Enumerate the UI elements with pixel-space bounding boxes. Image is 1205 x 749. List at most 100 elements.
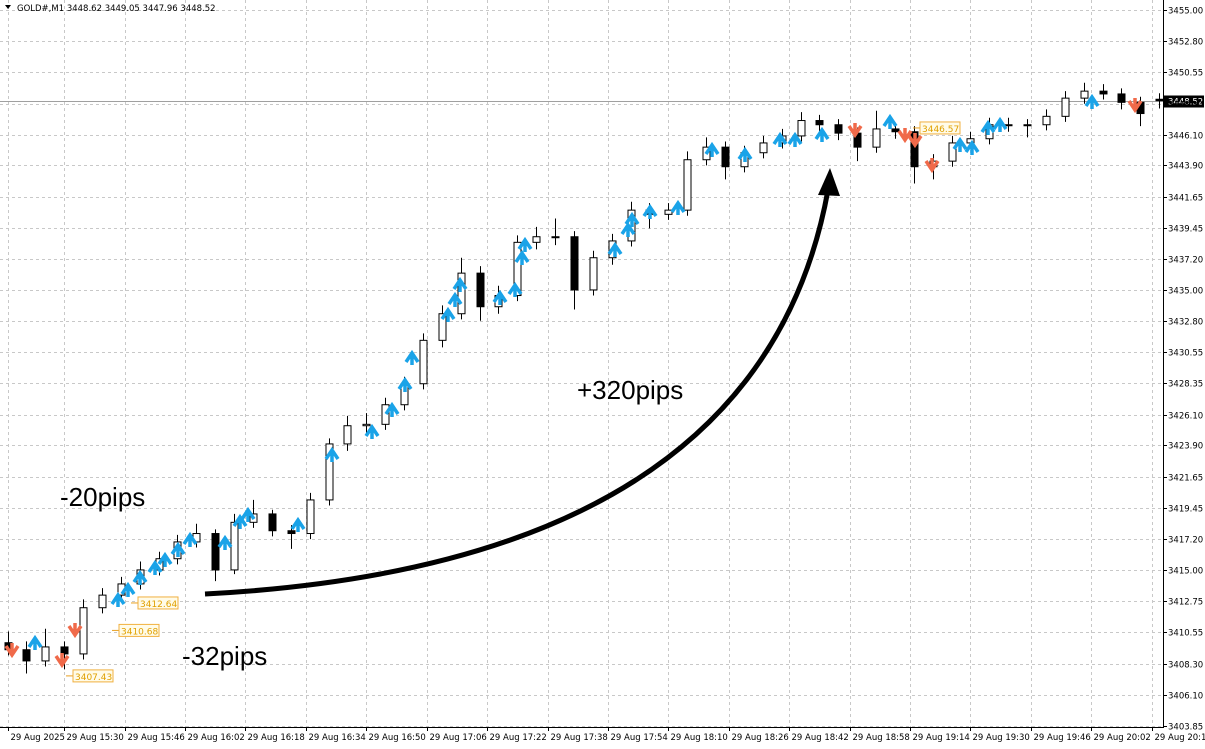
price-label-box bbox=[72, 669, 114, 683]
buy-signal bbox=[952, 136, 968, 152]
big-arrow bbox=[204, 189, 831, 597]
buy-signal bbox=[157, 551, 173, 567]
overlay: 3412.64 3410.68 3407.43 3446.57 3448.52 bbox=[66, 95, 1204, 683]
buy-signal bbox=[232, 513, 248, 529]
buy-signal bbox=[404, 349, 420, 365]
y-tick-label: 3452.80 bbox=[1168, 38, 1203, 48]
price-label: 3446.57 bbox=[922, 125, 959, 135]
buy-signal bbox=[324, 446, 340, 462]
candle-body bbox=[476, 272, 485, 308]
y-tick-label: 3446.10 bbox=[1168, 132, 1203, 142]
candle-body bbox=[1042, 115, 1051, 126]
candle-body bbox=[891, 128, 900, 133]
sell-signal bbox=[4, 643, 20, 659]
x-tick-label: 29 Aug 20:18 bbox=[1155, 733, 1205, 743]
y-tick-label: 3441.65 bbox=[1168, 194, 1203, 204]
candle-body bbox=[1099, 90, 1108, 95]
candle-body bbox=[325, 443, 334, 501]
candle-body bbox=[1080, 90, 1089, 99]
sell-signal bbox=[1127, 98, 1143, 114]
buy-signal bbox=[132, 569, 148, 585]
x-tick-label: 29 Aug 17:22 bbox=[490, 733, 547, 743]
symbol: GOLD#,M1 bbox=[17, 4, 64, 14]
buy-signal bbox=[507, 281, 523, 297]
x-tick-label: 29 Aug 17:54 bbox=[611, 733, 668, 743]
y-tick-label: 3412.75 bbox=[1168, 598, 1203, 608]
y-tick-label: 3406.10 bbox=[1168, 692, 1203, 702]
y-tick-label: 3426.10 bbox=[1168, 412, 1203, 422]
buy-signal bbox=[492, 289, 508, 305]
annotation: -20pips bbox=[60, 482, 145, 512]
y-tick-label: 3443.90 bbox=[1168, 162, 1203, 172]
y-tick-label: 3455.00 bbox=[1168, 7, 1203, 17]
candle-body bbox=[797, 120, 806, 137]
x-tick-label: 29 Aug 17:38 bbox=[551, 733, 608, 743]
big-arrow-head bbox=[818, 168, 840, 196]
x-tick-label: 29 Aug 19:46 bbox=[1034, 733, 1091, 743]
x-tick-label: 29 Aug 18:26 bbox=[732, 733, 789, 743]
buy-signal bbox=[170, 541, 186, 557]
header-open: 3448.62 bbox=[67, 4, 102, 14]
y-tick-label: 3417.20 bbox=[1168, 536, 1203, 546]
buy-signal bbox=[440, 306, 456, 322]
candle-body bbox=[1061, 97, 1070, 117]
annotation: -32pips bbox=[182, 641, 267, 671]
buy-signal bbox=[737, 146, 753, 162]
candle-body bbox=[98, 594, 107, 609]
buy-signal bbox=[182, 531, 198, 547]
y-tick-label: 3439.45 bbox=[1168, 225, 1203, 235]
candle-body bbox=[362, 423, 371, 427]
x-tick-label: 29 Aug 15:46 bbox=[128, 733, 185, 743]
candle-body bbox=[683, 159, 692, 211]
buy-signal bbox=[517, 236, 533, 252]
x-tick-label: 29 Aug 16:50 bbox=[369, 733, 426, 743]
sell-signal bbox=[924, 158, 940, 174]
buy-signal bbox=[1084, 93, 1100, 109]
candle-body bbox=[532, 236, 541, 243]
buy-signal bbox=[452, 276, 468, 292]
buy-signal bbox=[447, 291, 463, 307]
sell-signal bbox=[54, 653, 70, 669]
buy-signal bbox=[624, 211, 640, 227]
grid bbox=[0, 0, 1163, 727]
header-close: 3448.52 bbox=[180, 4, 215, 14]
candle-body bbox=[438, 313, 447, 341]
y-tick-label: 3408.30 bbox=[1168, 661, 1203, 671]
y-tick-label: 3410.55 bbox=[1168, 629, 1203, 639]
candle-body bbox=[589, 257, 598, 291]
candle-body bbox=[1023, 124, 1032, 127]
price-label: 3407.43 bbox=[75, 673, 112, 683]
candle-body bbox=[457, 272, 466, 315]
sell-signal bbox=[907, 133, 923, 149]
sell-signal bbox=[847, 123, 863, 139]
y-tick-label: 3423.90 bbox=[1168, 442, 1203, 452]
y-tick-label: 3403.85 bbox=[1168, 723, 1203, 733]
y-tick-label: 3419.45 bbox=[1168, 505, 1203, 515]
candle-body bbox=[343, 425, 352, 445]
y-tick-label: 3428.35 bbox=[1168, 380, 1203, 390]
buy-signal bbox=[814, 126, 830, 142]
candle-body bbox=[1117, 93, 1126, 103]
buy-signal bbox=[620, 221, 636, 237]
candle-body bbox=[287, 530, 296, 535]
x-tick-label: 29 Aug 19:14 bbox=[913, 733, 970, 743]
buy-signal bbox=[964, 139, 980, 155]
buy-signal bbox=[992, 116, 1008, 132]
y-tick-label: 3432.80 bbox=[1168, 318, 1203, 328]
x-tick-label: 29 Aug 19:30 bbox=[973, 733, 1030, 743]
menu-triangle[interactable] bbox=[5, 5, 11, 9]
candle-body bbox=[1004, 124, 1013, 127]
y-tick-label: 3435.00 bbox=[1168, 287, 1203, 297]
buy-signal bbox=[642, 203, 658, 219]
x-tick-label: 29 Aug 16:02 bbox=[188, 733, 245, 743]
candle-body bbox=[721, 146, 730, 168]
price-label: 3410.68 bbox=[121, 627, 158, 637]
buy-signal bbox=[607, 241, 623, 257]
buy-signal bbox=[240, 506, 256, 522]
candle-body bbox=[60, 646, 69, 655]
x-tick-label: 29 Aug 20:02 bbox=[1094, 733, 1151, 743]
y-tick-label: 3430.55 bbox=[1168, 349, 1203, 359]
price-label-box bbox=[919, 121, 961, 135]
